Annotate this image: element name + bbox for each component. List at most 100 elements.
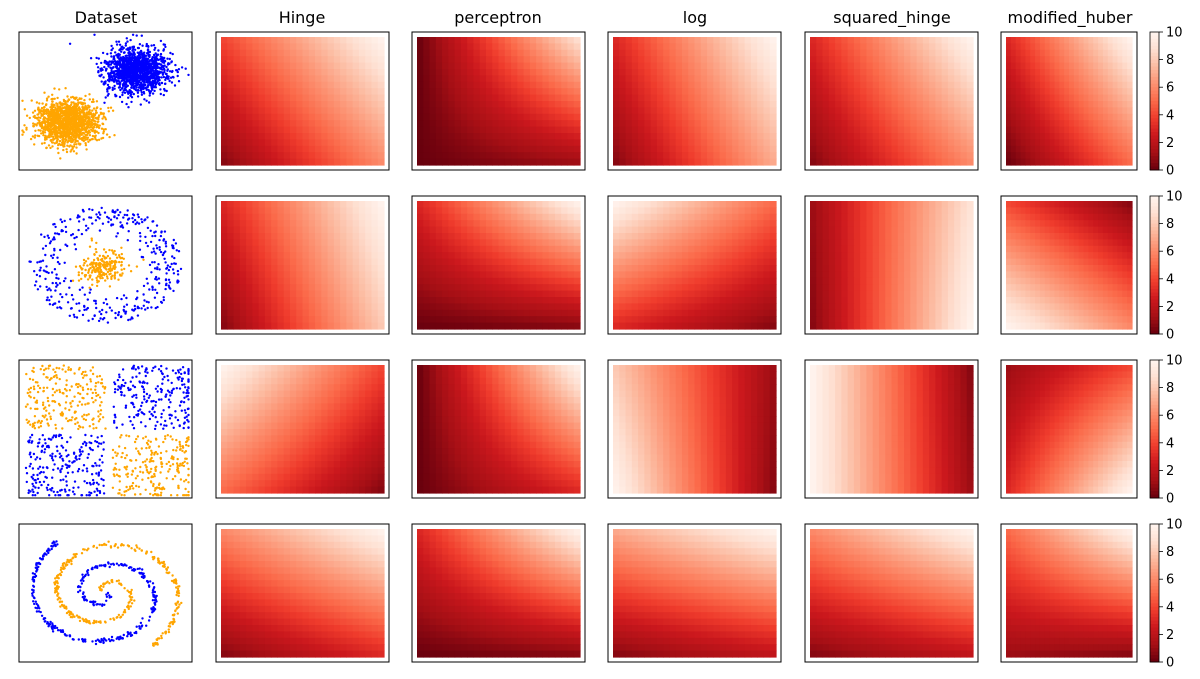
heatmap-cell: [853, 43, 861, 51]
heatmap-cell: [613, 120, 620, 128]
heatmap-cell: [529, 69, 537, 76]
heatmap-cell: [296, 49, 304, 57]
heatmap-cell: [941, 88, 949, 96]
heatmap-cell: [713, 75, 721, 83]
heatmap-cell: [548, 69, 556, 76]
scatter-point: [138, 51, 142, 54]
scatter-point: [142, 92, 146, 95]
heatmap-cell: [750, 49, 758, 57]
heatmap-cell: [935, 145, 943, 153]
heatmap-cell: [675, 69, 683, 76]
heatmap-cell: [816, 56, 824, 64]
scatter-point: [145, 52, 149, 55]
heatmap-cell: [860, 158, 868, 166]
heatmap-cell: [619, 94, 627, 102]
heatmap-cell: [700, 62, 708, 70]
scatter-point: [121, 65, 124, 68]
heatmap-cell: [619, 69, 627, 76]
scatter-point: [164, 82, 167, 85]
heatmap-cell: [485, 62, 493, 70]
heatmap-cell: [448, 113, 456, 121]
heatmap-cell: [872, 152, 880, 160]
heatmap-cell: [467, 126, 475, 134]
heatmap-cell: [822, 145, 830, 153]
heatmap-cell: [252, 152, 260, 160]
scatter-point: [37, 134, 41, 138]
heatmap-cell: [769, 133, 777, 140]
scatter-point: [103, 81, 106, 84]
heatmap-cell: [910, 107, 918, 115]
heatmap-cell: [485, 126, 493, 134]
heatmap-cell: [872, 75, 880, 83]
heatmap-cell: [853, 107, 861, 115]
heatmap-cell: [757, 75, 765, 83]
heatmap-cell: [847, 101, 855, 108]
heatmap-cell: [954, 37, 962, 44]
heatmap-cell: [346, 158, 354, 166]
heatmap-cell: [536, 81, 543, 89]
scatter-point: [83, 135, 86, 139]
heatmap-cell: [523, 56, 531, 64]
heatmap-cell: [891, 152, 899, 160]
heatmap-cell: [810, 113, 817, 121]
heatmap-cell: [258, 126, 266, 134]
heatmap-cell: [878, 37, 886, 44]
heatmap-cell: [252, 120, 260, 128]
heatmap-cell: [561, 152, 569, 160]
heatmap-cell: [423, 113, 431, 121]
heatmap-cell: [738, 75, 746, 83]
heatmap-cell: [289, 113, 297, 121]
scatter-point: [112, 72, 116, 75]
heatmap-cell: [935, 113, 943, 121]
heatmap-cell: [757, 158, 765, 166]
heatmap-cell: [847, 56, 855, 64]
heatmap-cell: [377, 133, 385, 140]
heatmap-cell: [694, 145, 702, 153]
heatmap-cell: [454, 107, 462, 115]
heatmap-cell: [619, 120, 627, 128]
heatmap-cell: [638, 145, 645, 153]
heatmap-cell: [529, 126, 537, 134]
heatmap-cell: [333, 139, 341, 147]
heatmap-cell: [554, 94, 562, 102]
heatmap-cell: [631, 120, 639, 128]
scatter-point: [129, 38, 132, 42]
heatmap-cell: [941, 133, 949, 140]
heatmap-cell: [847, 113, 855, 121]
heatmap-cell: [358, 133, 366, 140]
heatmap-cell: [365, 107, 373, 115]
scatter-point: [75, 132, 78, 135]
heatmap-cell: [954, 145, 962, 153]
heatmap-cell: [429, 49, 437, 57]
column-title-log: log: [683, 8, 707, 27]
heatmap-cell: [613, 75, 620, 83]
heatmap-cell: [371, 75, 379, 83]
heatmap-cell: [529, 75, 537, 83]
scatter-point: [109, 63, 113, 66]
heatmap-cell: [302, 133, 310, 140]
scatter-point: [61, 118, 65, 122]
heatmap-cell: [523, 113, 531, 121]
scatter-point: [111, 88, 114, 92]
heatmap-cell: [700, 139, 708, 147]
heatmap-cell: [675, 101, 683, 108]
heatmap-cell: [663, 139, 671, 147]
heatmap-cell: [960, 107, 968, 115]
heatmap-cell: [656, 113, 664, 121]
heatmap-cell: [941, 113, 949, 121]
heatmap-cell: [302, 101, 310, 108]
heatmap-cell: [542, 107, 550, 115]
scatter-point: [108, 135, 111, 139]
heatmap-cell: [935, 49, 943, 57]
heatmap-cell: [904, 94, 911, 102]
heatmap-cell: [315, 133, 322, 140]
heatmap-cell: [352, 69, 360, 76]
heatmap-cell: [308, 139, 316, 147]
heatmap-cell: [271, 126, 279, 134]
scatter-point: [136, 46, 140, 50]
heatmap-cell: [613, 158, 620, 166]
column-title-squared-hinge: squared_hinge: [833, 8, 950, 28]
heatmap-cell: [638, 113, 645, 121]
heatmap-cell: [454, 81, 462, 89]
heatmap-cell: [619, 133, 627, 140]
